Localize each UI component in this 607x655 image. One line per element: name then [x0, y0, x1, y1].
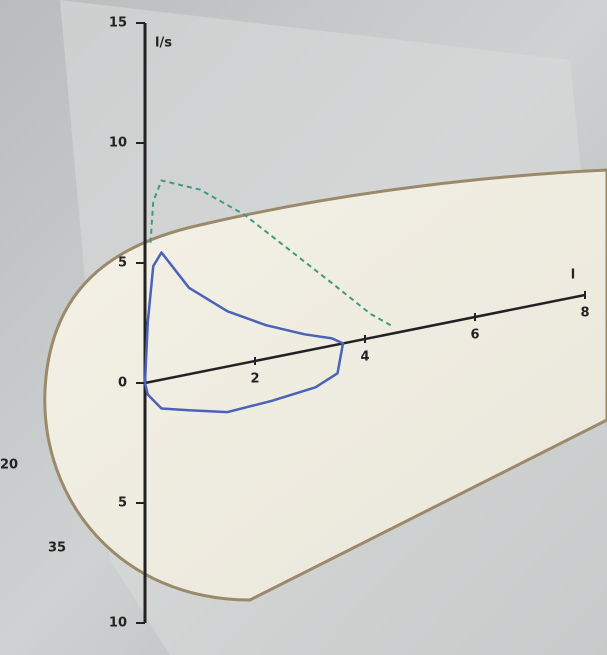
x-tick-label: 2	[250, 372, 259, 387]
y-tick-label: 10	[109, 616, 127, 631]
x-tick-label: 4	[360, 350, 369, 365]
y-tick-label: 15	[109, 16, 127, 31]
y-tick-label: 10	[109, 136, 127, 151]
x-tick-label: 8	[580, 306, 589, 321]
x-tick-label: 6	[470, 328, 479, 343]
y-unit: l/s	[155, 36, 172, 51]
annotation: 20	[0, 458, 18, 473]
x-unit: l	[571, 268, 575, 283]
y-tick-label: 5	[118, 496, 127, 511]
annotation: 35	[48, 541, 66, 556]
y-tick-label: 0	[118, 376, 127, 391]
y-tick-label: 5	[118, 256, 127, 271]
photo: 10 5 0 5 10 15 l/s 2 4 6 8 l 20 35	[0, 0, 607, 655]
